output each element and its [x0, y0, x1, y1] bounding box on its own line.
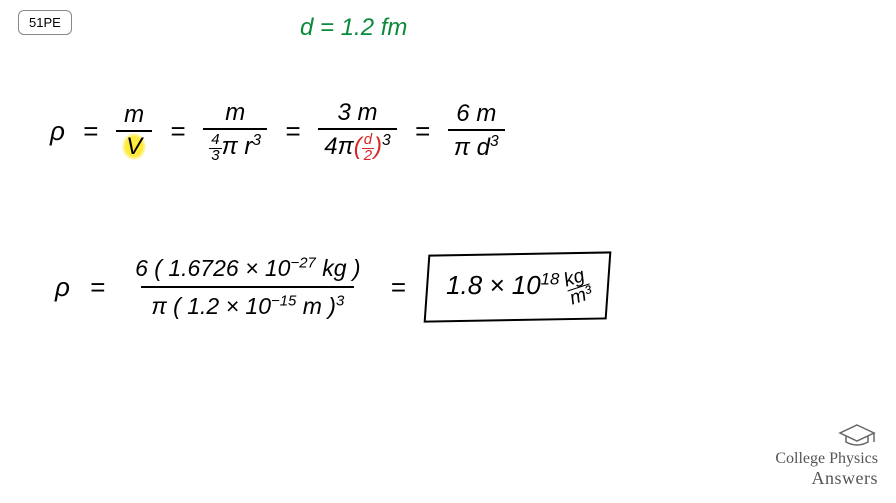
highlight-volume: V: [122, 133, 146, 160]
brand-sub: Answers: [775, 468, 878, 489]
fraction-m-over-sphere: m 4 3 π r3: [203, 100, 267, 163]
equals: =: [391, 272, 406, 303]
fraction-3m-over-4pi: 3 m 4π( d 2 )3: [318, 100, 396, 163]
fraction-m-over-v: m V: [116, 102, 152, 161]
equals: =: [90, 272, 105, 303]
fraction-6m-over-pid3: 6 m π d3: [448, 101, 505, 162]
problem-badge: 51PE: [18, 10, 72, 35]
equals: =: [83, 116, 98, 147]
equals: =: [415, 116, 430, 147]
unit-kg-per-m3: kg m³: [561, 267, 594, 308]
rho-symbol: ρ: [55, 272, 70, 303]
result-box: 1.8 × 1018 kg m³: [423, 252, 611, 323]
brand-name: College Physics: [775, 450, 878, 468]
given-value: d = 1.2 fm: [300, 14, 407, 42]
rho-symbol: ρ: [50, 116, 65, 147]
fraction-numeric: 6 ( 1.6726 × 10−27 kg ) π ( 1.2 × 10−15 …: [125, 250, 370, 324]
equation-density-numeric: ρ = 6 ( 1.6726 × 10−27 kg ) π ( 1.2 × 10…: [55, 250, 609, 324]
graduation-cap-icon: [836, 422, 878, 448]
brand-logo: College Physics Answers: [775, 422, 878, 489]
equals: =: [285, 116, 300, 147]
equals: =: [170, 116, 185, 147]
equation-density-derivation: ρ = m V = m 4 3 π r3 = 3 m 4π( d 2 )3 = …: [50, 100, 505, 163]
